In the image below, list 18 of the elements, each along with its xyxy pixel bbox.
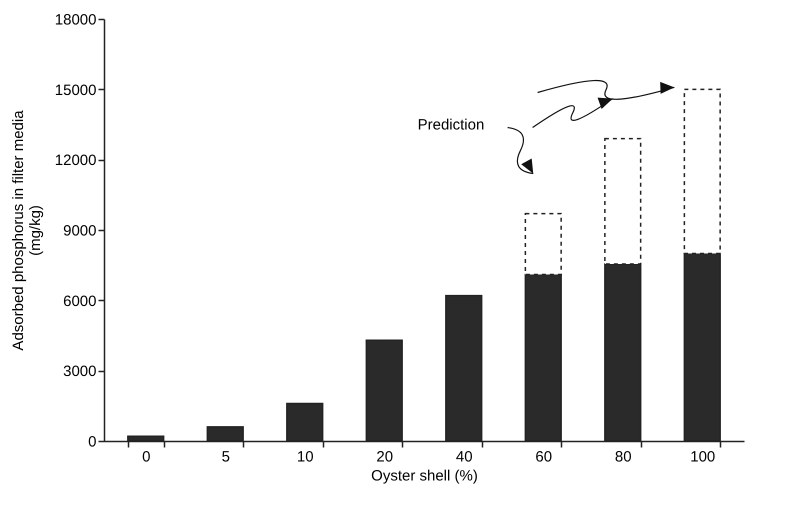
y-tick-label: 0: [88, 434, 96, 450]
y-tick-label: 18000: [54, 12, 96, 28]
y-tick-label: 3000: [63, 363, 96, 380]
y-axis-title: Adsorbed phosphorus in filter media (mg/kg): [10, 110, 44, 351]
y-tick-label: 15000: [54, 82, 96, 99]
x-tick-label: 40: [456, 448, 473, 466]
x-tick-label: 60: [535, 448, 552, 466]
annotation: Prediction: [418, 116, 484, 134]
x-tick-label: 20: [376, 448, 394, 466]
x-tick-label: 100: [690, 448, 716, 466]
y-tick-label: 12000: [54, 152, 96, 170]
x-tick-label: 0: [142, 448, 150, 466]
x-tick-label: 10: [296, 448, 314, 466]
y-tick-label: 9000: [63, 222, 96, 240]
y-tick-label: 6000: [63, 292, 96, 310]
x-tick-label: 80: [614, 448, 632, 466]
x-tick-label: 5: [222, 448, 230, 466]
x-axis-title: Oyster shell (%): [371, 468, 478, 484]
